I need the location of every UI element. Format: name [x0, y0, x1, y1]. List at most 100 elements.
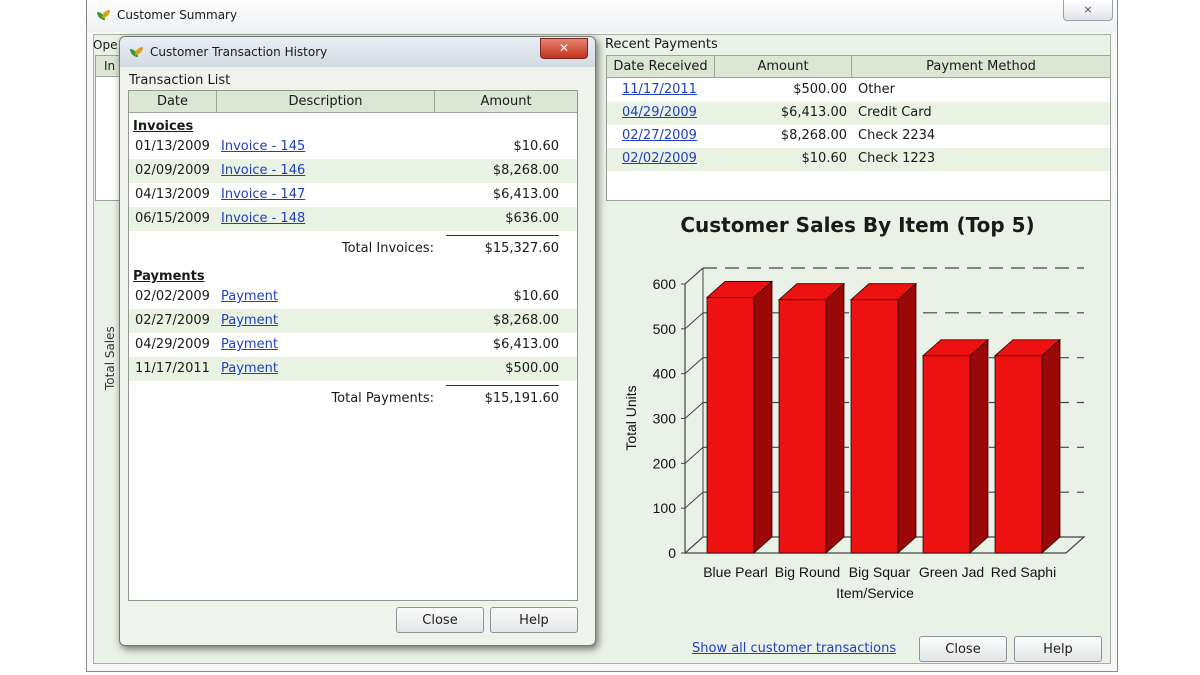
invoice-link[interactable]: Invoice - 147 [221, 187, 306, 202]
app-logo-icon [130, 47, 144, 59]
invoice-date: 04/13/2009 [135, 187, 210, 202]
bar-side [897, 282, 917, 554]
chart-title: Customer Sales By Item (Top 5) [680, 213, 1035, 237]
column-header-amount[interactable]: Amount [715, 56, 852, 78]
app-logo-icon [97, 10, 111, 22]
total-payments-label: Total Payments: [331, 391, 434, 406]
payment-date-link[interactable]: 11/17/2011 [622, 82, 697, 97]
y-tick-label: 300 [653, 411, 677, 427]
total-invoices-label: Total Invoices: [341, 241, 434, 256]
table-row[interactable]: 04/29/2009 Payment $6,413.00 [129, 333, 577, 357]
table-row[interactable]: 11/17/2011 $500.00 Other [607, 79, 1110, 102]
invoice-link[interactable]: Invoice - 146 [221, 163, 306, 178]
gridline-slant [684, 357, 704, 375]
total-payments-amount: $15,191.60 [484, 391, 559, 406]
bar [922, 355, 971, 554]
close-button[interactable]: Close [919, 636, 1007, 662]
table-row[interactable]: 02/02/2009 $10.60 Check 1223 [607, 148, 1110, 171]
invoice-date: 01/13/2009 [135, 139, 210, 154]
table-row[interactable]: 02/02/2009 Payment $10.60 [129, 285, 577, 309]
window-titlebar: Customer Summary ⨯ [87, 0, 1117, 32]
table-row[interactable]: 02/09/2009 Invoice - 146 $8,268.00 [129, 159, 577, 183]
table-row[interactable]: 11/17/2011 Payment $500.00 [129, 357, 577, 381]
table-row[interactable]: 06/15/2009 Invoice - 148 $636.00 [129, 207, 577, 231]
recent-payments-table: Date Received Amount Payment Method 11/1… [606, 55, 1111, 201]
x-tick-label: Big Squar [849, 564, 911, 580]
table-row[interactable]: 04/13/2009 Invoice - 147 $6,413.00 [129, 183, 577, 207]
bar-side [753, 280, 773, 554]
payment-link[interactable]: Payment [221, 337, 278, 352]
payment-date: 02/27/2009 [135, 313, 210, 328]
invoice-amount: $8,268.00 [492, 163, 559, 178]
payment-method: Check 1223 [858, 151, 936, 166]
payment-link[interactable]: Payment [221, 361, 278, 376]
invoice-date: 06/15/2009 [135, 211, 210, 226]
invoice-date: 02/09/2009 [135, 163, 210, 178]
column-header-date[interactable]: Date [129, 91, 217, 113]
payment-amount: $10.60 [801, 151, 848, 166]
payment-amount: $500.00 [793, 82, 847, 97]
total-divider [446, 385, 559, 386]
y-tick-label: 400 [653, 366, 677, 382]
gridline-slant [684, 446, 704, 464]
invoice-amount: $10.60 [513, 139, 560, 154]
payment-amount: $10.60 [513, 289, 560, 304]
dialog-close-button[interactable]: ✕ [540, 38, 588, 59]
table-row[interactable]: 01/13/2009 Invoice - 145 $10.60 [129, 135, 577, 159]
y-tick-label: 500 [653, 321, 677, 337]
y-axis-label: Total Units [623, 385, 639, 450]
x-axis-label: Item/Service [836, 585, 914, 601]
column-header-amount[interactable]: Amount [435, 91, 577, 113]
payment-method: Credit Card [858, 105, 932, 120]
payments-heading: Payments [133, 269, 205, 284]
payment-date-link[interactable]: 02/02/2009 [622, 151, 697, 166]
payment-date: 04/29/2009 [135, 337, 210, 352]
column-header-payment-method[interactable]: Payment Method [852, 56, 1110, 78]
invoice-link[interactable]: Invoice - 148 [221, 211, 306, 226]
bar-side [825, 282, 845, 554]
x-tick-label: Red Saphi [991, 564, 1056, 580]
bar [850, 299, 899, 554]
payment-amount: $500.00 [505, 361, 559, 376]
recent-payments-label: Recent Payments [605, 37, 718, 52]
y-tick-label: 100 [653, 500, 677, 516]
y-tick-label: 200 [653, 455, 677, 471]
payment-date-link[interactable]: 02/27/2009 [622, 128, 697, 143]
open-balance-label: Ope [93, 38, 118, 52]
bar-side [969, 338, 989, 554]
payment-method: Check 2234 [858, 128, 936, 143]
help-button[interactable]: Help [1014, 636, 1102, 662]
payment-link[interactable]: Payment [221, 313, 278, 328]
bar [706, 297, 755, 554]
invoice-amount: $636.00 [505, 211, 559, 226]
payment-method: Other [858, 82, 895, 97]
payment-amount: $6,413.00 [492, 337, 559, 352]
x-tick-label: Green Jad [919, 564, 984, 580]
top-slant [684, 267, 704, 285]
y-tick-label: 0 [668, 545, 676, 561]
invoice-link[interactable]: Invoice - 145 [221, 139, 306, 154]
show-all-transactions-link[interactable]: Show all customer transactions [692, 641, 897, 656]
payment-amount: $8,268.00 [780, 128, 847, 143]
payment-date-link[interactable]: 04/29/2009 [622, 105, 697, 120]
invoices-heading: Invoices [133, 119, 194, 134]
total-invoices-amount: $15,327.60 [484, 241, 559, 256]
payment-amount: $8,268.00 [492, 313, 559, 328]
transaction-history-dialog: Customer Transaction History ✕ Transacti… [119, 36, 596, 646]
table-row[interactable]: 02/27/2009 $8,268.00 Check 2234 [607, 125, 1110, 148]
payment-amount: $6,413.00 [780, 105, 847, 120]
payment-link[interactable]: Payment [221, 289, 278, 304]
column-header-description[interactable]: Description [217, 91, 435, 113]
table-row[interactable]: 02/27/2009 Payment $8,268.00 [129, 309, 577, 333]
invoice-amount: $6,413.00 [492, 187, 559, 202]
payment-date: 11/17/2011 [135, 361, 210, 376]
x-tick-label: Big Round [775, 564, 840, 580]
dialog-titlebar[interactable]: Customer Transaction History ✕ [120, 37, 595, 67]
table-row[interactable]: 04/29/2009 $6,413.00 Credit Card [607, 102, 1110, 125]
column-header-date-received[interactable]: Date Received [607, 56, 715, 78]
transaction-list-label: Transaction List [129, 73, 231, 88]
dialog-close-action-button[interactable]: Close [396, 607, 484, 633]
dialog-help-button[interactable]: Help [490, 607, 578, 633]
window-close-button[interactable]: ⨯ [1063, 0, 1113, 21]
